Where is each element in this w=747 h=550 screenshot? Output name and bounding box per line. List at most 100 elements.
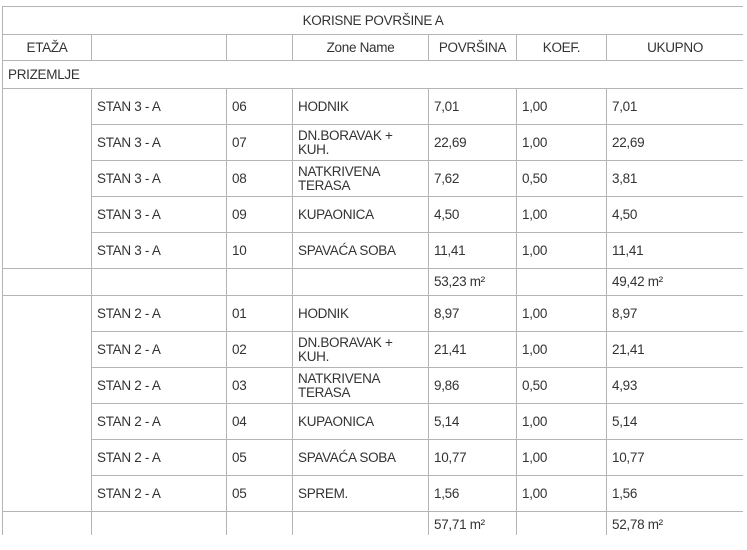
cell-coefficient: 1,00: [516, 124, 607, 161]
cell-area: 4,50: [428, 196, 517, 233]
subtotal-area: 57,71 m²: [428, 511, 517, 535]
cell-total: 22,69: [605, 124, 743, 161]
cell-zone-number: 10: [226, 232, 293, 269]
table-row: STAN 2 - A 05 SPAVAĆA SOBA 10,77 1,00 10,77: [3, 439, 743, 476]
header-zone-name: Zone Name: [292, 34, 429, 61]
cell-total: 8,97: [605, 295, 743, 332]
cell-zone-number: 06: [226, 88, 293, 125]
table-row: STAN 2 - A 01 HODNIK 8,97 1,00 8,97: [2, 295, 743, 512]
cell-apartment: STAN 3 - A: [91, 232, 227, 269]
cell-area: 7,62: [428, 160, 517, 197]
cell-area: 22,69: [428, 124, 517, 161]
table-row: STAN 2 - A 04 KUPAONICA 5,14 1,00 5,14: [3, 403, 743, 440]
cell-zone-number: 03: [226, 367, 293, 404]
cell-zone-number: 08: [226, 160, 293, 197]
floor-cell: [2, 295, 92, 512]
cell-total: 4,50: [605, 196, 743, 233]
header-etaza: ETAŽA: [2, 34, 92, 61]
empty-cell: [91, 511, 227, 535]
table-title: KORISNE POVRŠINE A: [2, 6, 743, 35]
cell-coefficient: 1,00: [516, 403, 607, 440]
empty-cell: [292, 268, 429, 296]
empty-cell: [2, 511, 92, 535]
cell-coefficient: 1,00: [516, 331, 607, 368]
cell-apartment: STAN 2 - A: [91, 403, 227, 440]
subtotal-row: 57,71 m² 52,78 m²: [2, 511, 743, 535]
cell-coefficient: 1,00: [516, 475, 607, 512]
cell-area: 5,14: [428, 403, 517, 440]
cell-coefficient: 1,00: [516, 88, 607, 125]
cell-zone-number: 05: [226, 439, 293, 476]
cell-apartment: STAN 3 - A: [91, 196, 227, 233]
cell-zone-number: 05: [226, 475, 293, 512]
cell-apartment: STAN 3 - A: [91, 124, 227, 161]
cell-apartment: STAN 3 - A: [91, 160, 227, 197]
table-row: STAN 3 - A 08 NATKRIVENA TERASA 7,62 0,50 3,8…: [3, 160, 743, 197]
empty-cell: [516, 511, 607, 535]
cell-zone-number: 01: [226, 295, 293, 332]
cell-area: 8,97: [428, 295, 517, 332]
cell-total: 21,41: [605, 331, 743, 368]
cell-zone-number: 09: [226, 196, 293, 233]
cell-zone-name: HODNIK: [292, 295, 429, 332]
empty-cell: [292, 511, 429, 535]
cell-apartment: STAN 2 - A: [91, 439, 227, 476]
cell-zone-number: 04: [226, 403, 293, 440]
cell-area: 21,41: [428, 331, 517, 368]
cell-zone-name: DN.BORAVAK + KUH.: [292, 124, 429, 161]
cell-zone-number: 07: [226, 124, 293, 161]
table-row: STAN 3 - A 07 DN.BORAVAK + KUH. 22,69 1,00 22…: [3, 124, 743, 161]
cell-zone-name: SPAVAĆA SOBA: [292, 439, 429, 476]
cell-total: 11,41: [605, 232, 743, 269]
cell-zone-name: SPREM.: [292, 475, 429, 512]
cell-apartment: STAN 2 - A: [91, 295, 227, 332]
cell-zone-name: NATKRIVENA TERASA: [292, 160, 429, 197]
area-table-container: KORISNE POVRŠINE A ETAŽA Zone Name POVRŠ…: [2, 6, 743, 535]
cell-coefficient: 1,00: [516, 196, 607, 233]
table-row: STAN 3 - A 09 KUPAONICA 4,50 1,00 4,50: [3, 196, 743, 233]
cell-apartment: STAN 2 - A: [91, 331, 227, 368]
cell-zone-name: KUPAONICA: [292, 403, 429, 440]
subtotal-total: 49,42 m²: [605, 268, 743, 296]
floor-cell: [2, 88, 92, 269]
cell-coefficient: 1,00: [516, 295, 607, 332]
header-empty-1: [91, 34, 227, 61]
header-row: ETAŽA Zone Name POVRŠINA KOEF. UKUPNO: [2, 34, 743, 61]
cell-area: 1,56: [428, 475, 517, 512]
cell-zone-name: DN.BORAVAK + KUH.: [292, 331, 429, 368]
cell-coefficient: 1,00: [516, 232, 607, 269]
cell-coefficient: 0,50: [516, 367, 607, 404]
cell-area: 11,41: [428, 232, 517, 269]
table-row: STAN 3 - A 10 SPAVAĆA SOBA 11,41 1,00 11,41: [3, 232, 743, 269]
cell-area: 9,86: [428, 367, 517, 404]
header-povrsina: POVRŠINA: [428, 34, 517, 61]
header-ukupno: UKUPNO: [605, 34, 743, 61]
cell-total: 5,14: [605, 403, 743, 440]
floor-label: PRIZEMLJE: [2, 60, 743, 89]
empty-cell: [226, 268, 293, 296]
area-table: KORISNE POVRŠINE A ETAŽA Zone Name POVRŠ…: [2, 6, 743, 535]
empty-cell: [91, 268, 227, 296]
cell-coefficient: 1,00: [516, 439, 607, 476]
header-empty-2: [226, 34, 293, 61]
subtotal-area: 53,23 m²: [428, 268, 517, 296]
empty-cell: [2, 268, 92, 296]
cell-zone-name: NATKRIVENA TERASA: [292, 367, 429, 404]
cell-zone-number: 02: [226, 331, 293, 368]
table-row: STAN 3 - A 06 HODNIK 7,01 1,00 7,01: [2, 88, 743, 269]
cell-apartment: STAN 3 - A: [91, 88, 227, 125]
cell-zone-name: SPAVAĆA SOBA: [292, 232, 429, 269]
cell-zone-name: HODNIK: [292, 88, 429, 125]
table-row: STAN 2 - A 03 NATKRIVENA TERASA 9,86 0,50 4,9…: [3, 367, 743, 404]
cell-coefficient: 0,50: [516, 160, 607, 197]
table-row: STAN 2 - A 05 SPREM. 1,56 1,00 1,56: [3, 475, 743, 512]
header-koef: KOEF.: [516, 34, 607, 61]
cell-total: 4,93: [605, 367, 743, 404]
cell-area: 10,77: [428, 439, 517, 476]
cell-area: 7,01: [428, 88, 517, 125]
empty-cell: [516, 268, 607, 296]
cell-apartment: STAN 2 - A: [91, 475, 227, 512]
subtotal-total: 52,78 m²: [605, 511, 743, 535]
cell-apartment: STAN 2 - A: [91, 367, 227, 404]
cell-total: 1,56: [605, 475, 743, 512]
